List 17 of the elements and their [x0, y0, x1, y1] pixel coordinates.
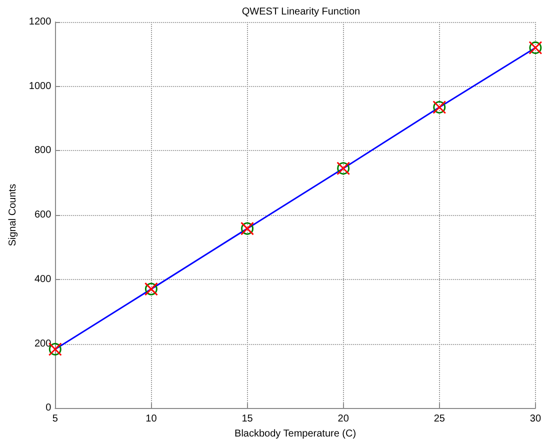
- x-tick-label: 20: [338, 414, 350, 425]
- x-axis-title: Blackbody Temperature (C): [234, 428, 356, 440]
- x-tick-label: 15: [242, 414, 254, 425]
- x-tick-label: 5: [52, 414, 58, 425]
- y-tick-label: 400: [34, 274, 52, 285]
- x-tick-label: 10: [146, 414, 158, 425]
- y-tick-label: 800: [34, 145, 52, 156]
- y-axis-title: Signal Counts: [8, 184, 18, 246]
- y-tick-label: 1200: [28, 16, 52, 28]
- y-tick-label: 0: [46, 402, 52, 414]
- y-tick-label: 1000: [28, 80, 52, 92]
- x-tick-label: 25: [434, 414, 446, 425]
- y-tick-label: 200: [34, 338, 52, 350]
- chart-title: QWEST Linearity Function: [242, 6, 360, 18]
- y-tick-label: 600: [34, 210, 52, 221]
- line-series: [54, 46, 536, 350]
- x-tick-label: 30: [530, 414, 542, 425]
